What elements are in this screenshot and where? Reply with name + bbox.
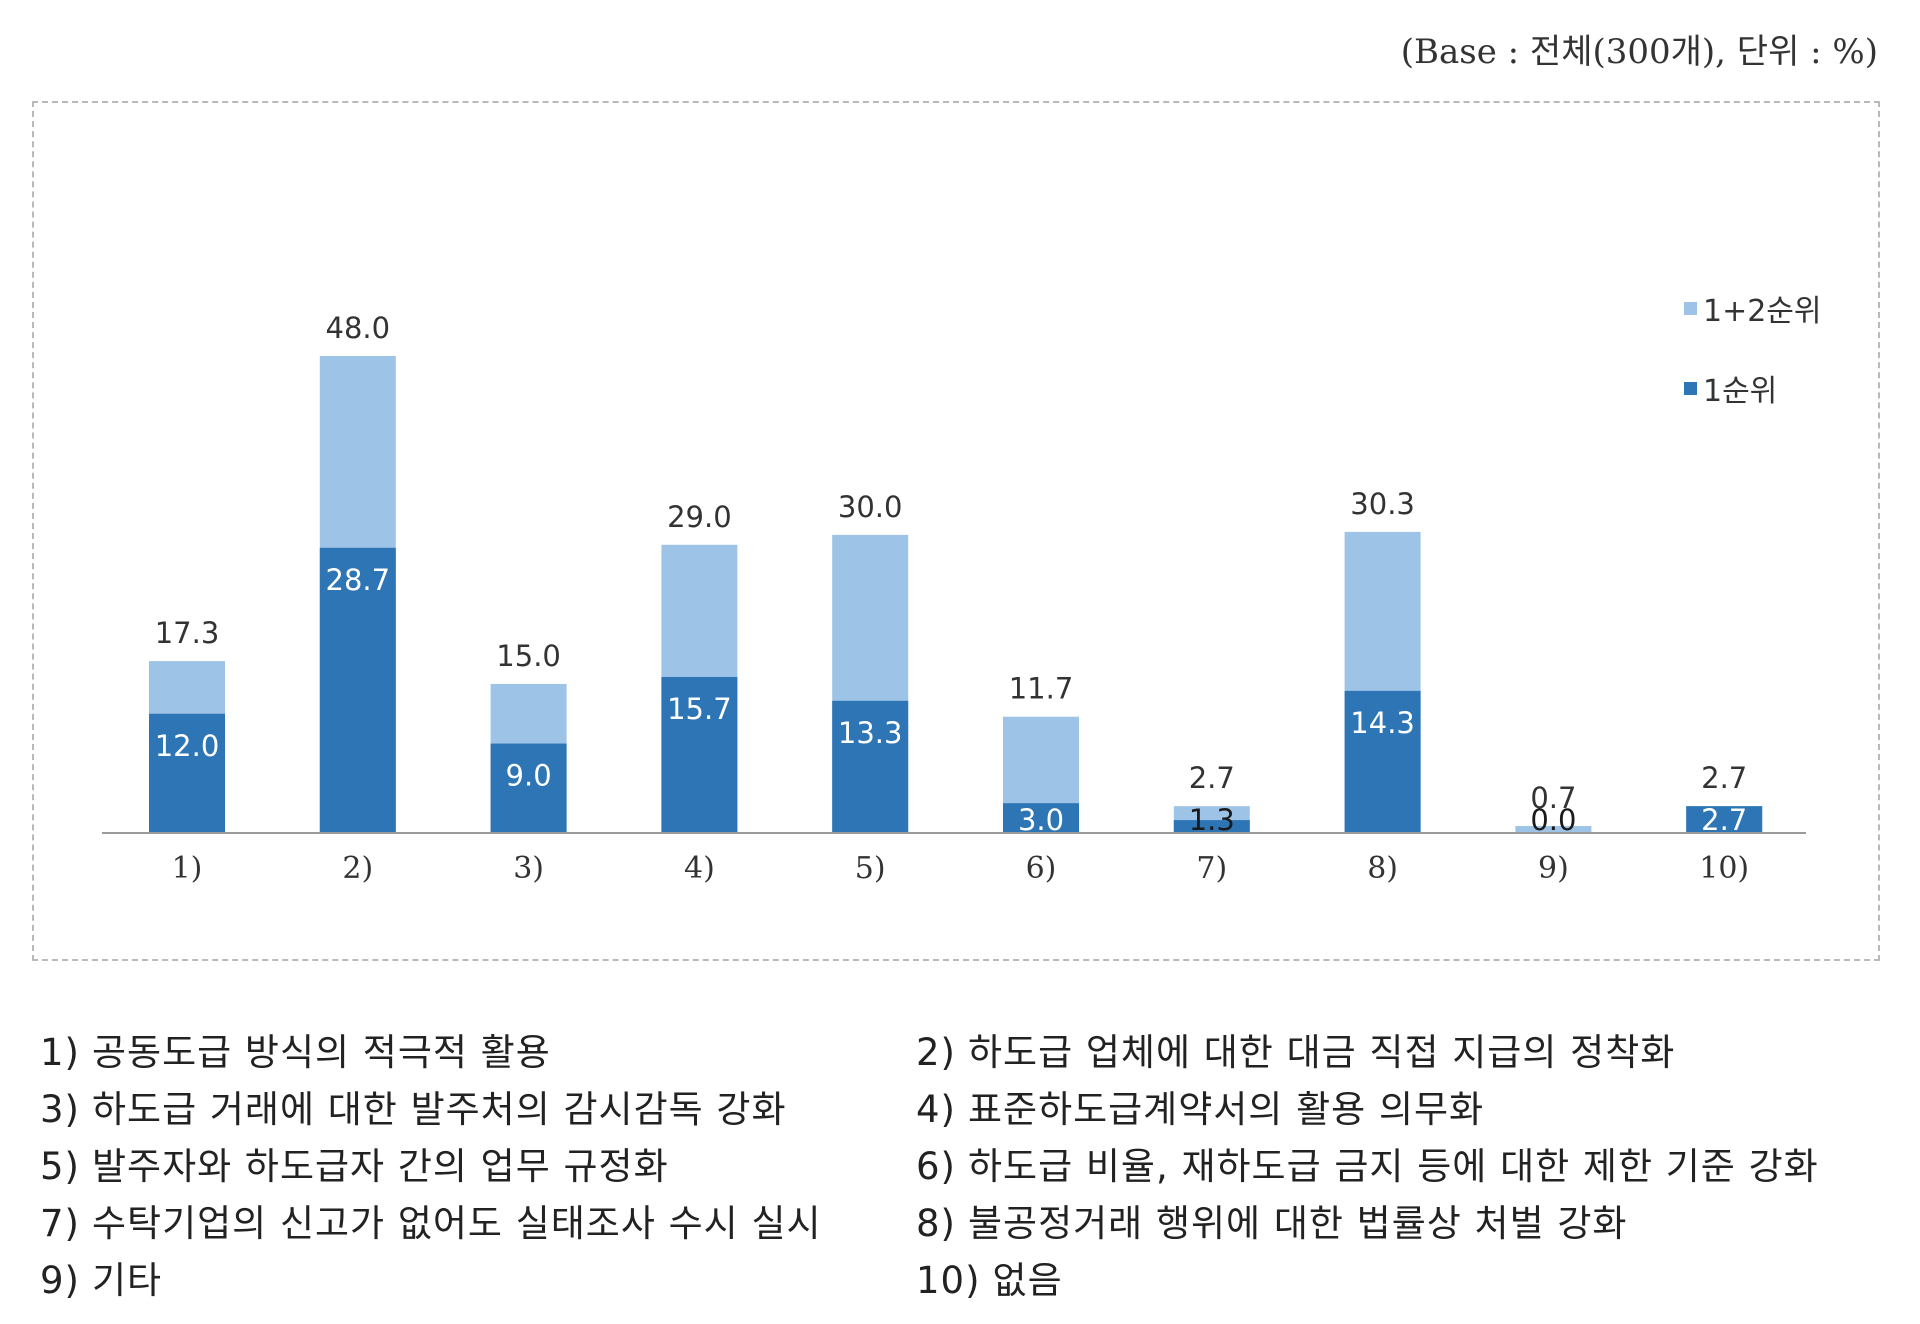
x-tick-label-2: 2) — [342, 851, 373, 886]
bar-1-rank-6 — [1003, 803, 1079, 833]
stacked-bar-chart: 17.3 12.0 1) 48.0 28.7 2) 15.0 9.0 3) 29.0 15.7 4) 3… — [102, 311, 1806, 886]
category-item-3: 3) 하도급 거래에 대한 발주처의 감시감독 강화 — [40, 1081, 916, 1138]
category-item-2: 2) 하도급 업체에 대한 대금 직접 지급의 정착화 — [916, 1024, 1900, 1081]
bar-1-rank-3 — [490, 743, 567, 833]
x-tick-label-3: 3) — [513, 851, 544, 886]
bar-1-rank-8 — [1344, 690, 1421, 833]
value-label-1-2-rank-6: 11.7 — [1009, 672, 1074, 706]
value-label-1-2-rank-1: 17.3 — [155, 616, 220, 650]
category-item-1: 1) 공동도급 방식의 적극적 활용 — [40, 1024, 916, 1081]
bar-1-rank-1 — [149, 713, 225, 833]
x-tick-label-4: 4) — [684, 851, 715, 886]
category-num: 4) — [916, 1088, 956, 1131]
bar-1-rank-4 — [661, 676, 738, 833]
legend-label: 1순위 — [1703, 374, 1778, 409]
value-label-1-rank-7: 1.3 — [1189, 803, 1235, 837]
legend-item-1-rank: 1순위 — [1684, 368, 1822, 409]
category-num: 5) — [40, 1145, 80, 1188]
category-num: 10) — [916, 1259, 981, 1302]
x-tick-label-6: 6) — [1026, 851, 1057, 886]
category-item-8: 8) 불공정거래 행위에 대한 법률상 처벌 강화 — [916, 1195, 1900, 1252]
category-text: 없음 — [992, 1259, 1063, 1302]
category-text: 하도급 비율, 재하도급 금지 등에 대한 제한 기준 강화 — [967, 1145, 1819, 1188]
value-label-1-rank-10: 2.7 — [1701, 803, 1747, 837]
category-item-6: 6) 하도급 비율, 재하도급 금지 등에 대한 제한 기준 강화 — [916, 1138, 1900, 1195]
base-note: (Base : 전체(300개), 단위 : %) — [1400, 32, 1878, 72]
category-num: 2) — [916, 1031, 956, 1074]
chart-frame: 17.3 12.0 1) 48.0 28.7 2) 15.0 9.0 3) 29.0 15.7 4) 3… — [32, 101, 1880, 961]
value-label-1-rank-2: 28.7 — [326, 563, 391, 597]
value-label-1-2-rank-8: 30.3 — [1350, 487, 1415, 521]
bar-1-rank-7 — [1173, 820, 1250, 833]
category-num: 1) — [40, 1031, 80, 1074]
x-tick-label-5: 5) — [855, 851, 886, 886]
value-label-1-rank-9: 0.0 — [1530, 803, 1576, 837]
category-item-7: 7) 수탁기업의 신고가 없어도 실태조사 수시 실시 — [40, 1195, 916, 1252]
legend-label: 1+2순위 — [1703, 294, 1822, 329]
value-label-1-rank-1: 12.0 — [155, 729, 220, 763]
category-text: 수탁기업의 신고가 없어도 실태조사 수시 실시 — [91, 1202, 822, 1245]
value-label-1-rank-6: 3.0 — [1018, 803, 1064, 837]
category-num: 7) — [40, 1202, 80, 1245]
value-label-1-rank-5: 13.3 — [838, 716, 903, 750]
category-text: 공동도급 방식의 적극적 활용 — [91, 1031, 551, 1074]
x-tick-label-7: 7) — [1196, 851, 1227, 886]
category-item-10: 10) 없음 — [916, 1252, 1900, 1309]
legend-swatch-light — [1684, 301, 1697, 315]
x-tick-label-9: 9) — [1538, 851, 1569, 886]
value-label-1-2-rank-9: 0.7 — [1530, 781, 1576, 815]
category-item-4: 4) 표준하도급계약서의 활용 의무화 — [916, 1081, 1900, 1138]
bar-1-rank-5 — [832, 700, 909, 833]
category-item-5: 5) 발주자와 하도급자 간의 업무 규정화 — [40, 1138, 916, 1195]
value-label-1-2-rank-5: 30.0 — [838, 490, 903, 524]
value-label-1-2-rank-3: 15.0 — [496, 639, 561, 673]
category-num: 3) — [40, 1088, 80, 1131]
category-num: 6) — [916, 1145, 956, 1188]
category-text: 하도급 업체에 대한 대금 직접 지급의 정착화 — [967, 1031, 1676, 1074]
category-text: 불공정거래 행위에 대한 법률상 처벌 강화 — [967, 1202, 1628, 1245]
category-text: 기타 — [91, 1259, 163, 1302]
category-num: 9) — [40, 1259, 80, 1302]
bar-1-rank-2 — [319, 547, 396, 833]
category-num: 8) — [916, 1202, 956, 1245]
value-label-1-rank-4: 15.7 — [667, 692, 732, 726]
value-label-1-2-rank-4: 29.0 — [667, 500, 732, 534]
bar-1-rank-10 — [1686, 806, 1763, 833]
category-text: 하도급 거래에 대한 발주처의 감시감독 강화 — [91, 1088, 787, 1131]
value-label-1-rank-8: 14.3 — [1350, 706, 1415, 740]
value-label-1-rank-3: 9.0 — [506, 759, 552, 793]
value-label-1-2-rank-10: 2.7 — [1701, 761, 1747, 795]
value-label-1-2-rank-2: 48.0 — [326, 311, 391, 345]
category-description-list: 1) 공동도급 방식의 적극적 활용 2) 하도급 업체에 대한 대금 직접 지급의… — [40, 1024, 1900, 1309]
bar-1-2-rank-9 — [1515, 826, 1592, 833]
x-tick-label-8: 8) — [1367, 851, 1398, 886]
legend-swatch-dark — [1684, 381, 1697, 395]
category-text: 표준하도급계약서의 활용 의무화 — [967, 1088, 1485, 1131]
x-tick-label-10: 10) — [1699, 851, 1749, 886]
category-item-9: 9) 기타 — [40, 1252, 916, 1309]
legend-item-1-2-rank: 1+2순위 — [1684, 288, 1822, 329]
x-tick-label-1: 1) — [172, 851, 203, 886]
category-text: 발주자와 하도급자 간의 업무 규정화 — [91, 1145, 669, 1188]
legend: 1+2순위 1순위 — [1684, 288, 1822, 448]
value-label-1-2-rank-7: 2.7 — [1189, 761, 1235, 795]
